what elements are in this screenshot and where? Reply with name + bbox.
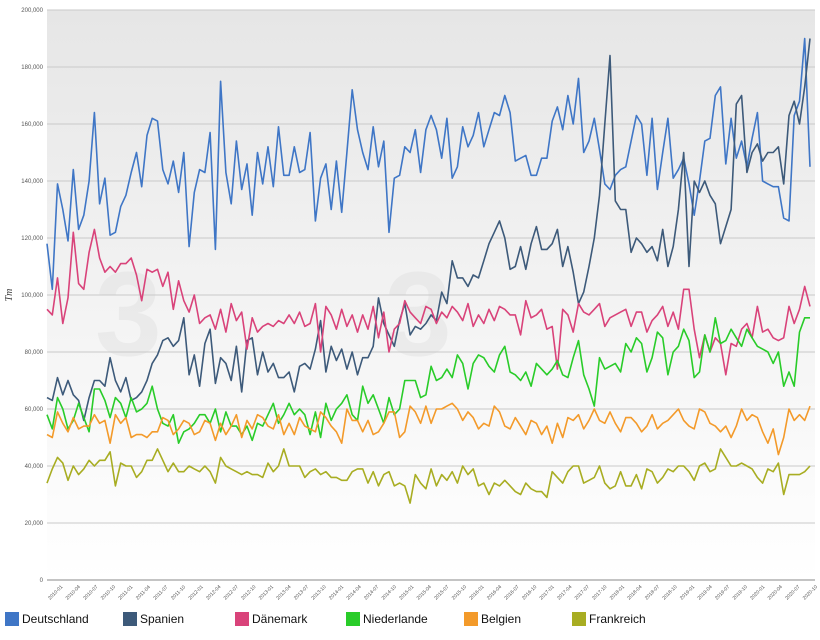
series-lines [46,37,811,504]
x-tick-label: 2010-04 [65,584,82,601]
y-tick-label: 40,000 [25,464,44,470]
legend-item: Deutschland [5,612,89,626]
x-tick-label: 2020-04 [767,584,784,601]
x-tick-label: 2016-10 [521,584,538,601]
x-tick-label: 2010-01 [47,584,64,601]
y-tick-label: 80,000 [25,350,44,356]
legend-label: Spanien [140,612,184,626]
x-tick-label: 2019-07 [714,584,731,601]
y-tick-label: 200,000 [21,8,43,14]
legend-label: Dänemark [252,612,308,626]
y-axis-label: Tm [4,289,15,302]
legend-swatch [123,612,137,626]
y-tick-label: 160,000 [21,122,43,128]
x-tick-label: 2014-10 [381,584,398,601]
svg-text:3: 3 [385,247,452,381]
x-tick-label: 2012-01 [188,584,205,601]
x-tick-label: 2011-10 [170,584,187,601]
x-tick-label: 2018-10 [661,584,678,601]
series-line-dänemark [46,228,811,376]
series-line-belgien [46,402,811,456]
x-tick-label: 2019-04 [697,584,714,601]
x-tick-label: 2013-04 [275,584,292,601]
x-tick-label: 2017-04 [556,584,573,601]
legend-swatch [5,612,19,626]
legend-item: Spanien [123,612,184,626]
legend-item: Belgien [464,612,521,626]
x-tick-label: 2010-10 [100,584,117,601]
series-line-niederlande [46,316,810,445]
y-tick-label: 60,000 [25,407,44,413]
x-tick-label: 2011-04 [135,584,152,601]
x-tick-label: 2016-04 [486,584,503,601]
y-tick-label: 100,000 [21,293,43,299]
x-tick-label: 2015-07 [433,584,450,601]
x-tick-label: 2014-01 [328,584,345,601]
x-tick-label: 2011-01 [117,584,134,601]
x-tick-label: 2019-01 [679,584,696,601]
x-tick-label: 2010-07 [82,584,99,601]
x-tick-label: 2020-01 [749,584,766,601]
legend-label: Niederlande [363,612,428,626]
legend-swatch [235,612,249,626]
x-tick-label: 2013-07 [293,584,310,601]
x-tick-label: 2015-04 [416,584,433,601]
x-tick-label: 2014-04 [346,584,363,601]
legend-item: Dänemark [235,612,308,626]
x-tick-label: 2016-07 [503,584,520,601]
x-tick-label: 2017-01 [539,584,556,601]
x-tick-label: 2017-07 [574,584,591,601]
x-tick-label: 2017-10 [591,584,608,601]
svg-text:3: 3 [95,247,162,381]
y-tick-label: 20,000 [25,521,44,527]
x-tick-label: 2018-01 [609,584,626,601]
legend-item: Frankreich [572,612,646,626]
legend-label: Frankreich [589,612,646,626]
y-tick-label: 0 [40,578,44,584]
series-line-frankreich [46,448,811,504]
legend-swatch [346,612,360,626]
x-tick-label: 2018-04 [626,584,643,601]
x-tick-label: 2016-01 [468,584,485,601]
x-tick-label: 2015-10 [451,584,468,601]
legend-label: Belgien [481,612,521,626]
y-tick-label: 140,000 [21,179,43,185]
x-tick-label: 2019-10 [732,584,749,601]
y-tick-label: 120,000 [21,236,43,242]
x-tick-label: 2012-07 [223,584,240,601]
legend-label: Deutschland [22,612,89,626]
x-tick-label: 2014-07 [363,584,380,601]
x-tick-label: 2013-01 [258,584,275,601]
x-tick-label: 2020-07 [784,584,801,601]
x-tick-label: 2015-01 [398,584,415,601]
x-tick-label: 2020-10 [802,584,819,601]
y-axis-ticks: 0 20,000 40,000 60,000 80,000 100,000 120,000 1… [21,8,43,584]
y-tick-label: 180,000 [21,65,43,71]
x-tick-label: 2012-10 [240,584,257,601]
legend-swatch [572,612,586,626]
series-line-spanien [46,38,811,422]
x-tick-label: 2018-07 [644,584,661,601]
legend-item: Niederlande [346,612,428,626]
legend: Deutschland Spanien Dänemark Niederlande Bel… [5,612,646,626]
x-tick-label: 2013-10 [310,584,327,601]
legend-swatch [464,612,478,626]
x-tick-label: 2012-04 [205,584,222,601]
x-axis-ticks: 2010-01 2010-04 2010-07 2010-10 2011-01 2011-… [47,584,819,601]
x-tick-label: 2011-07 [152,584,169,601]
